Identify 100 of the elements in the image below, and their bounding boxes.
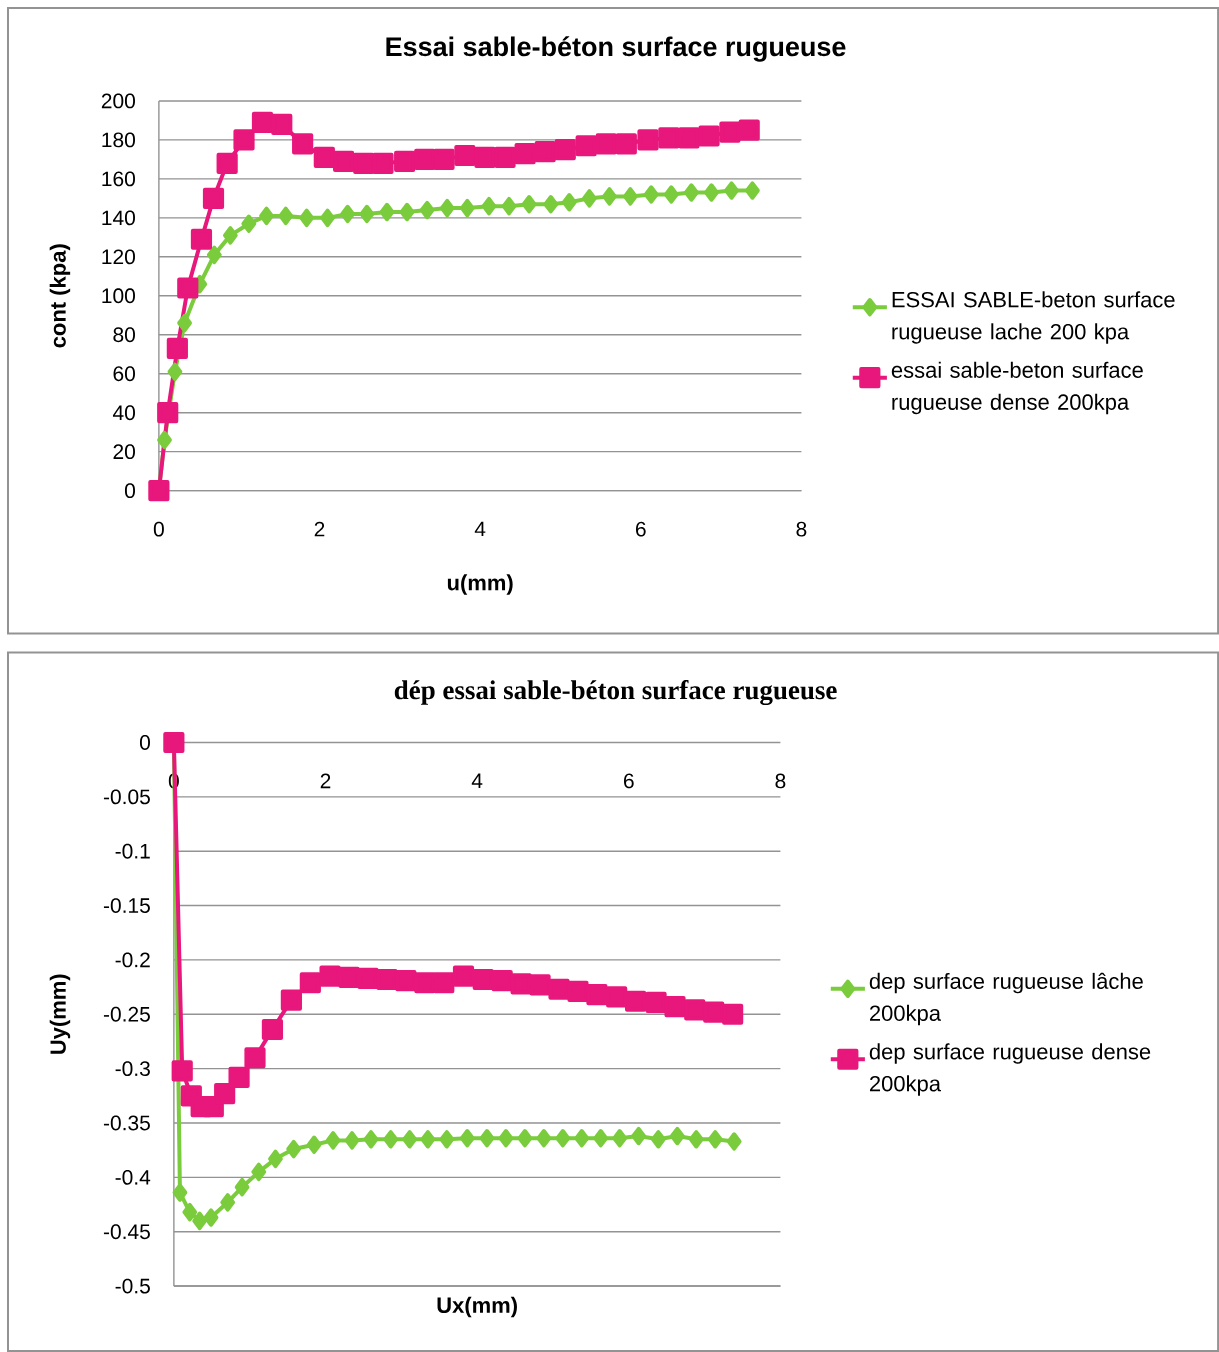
point (678, 127, 700, 149)
point (664, 996, 686, 1018)
point (167, 362, 183, 381)
point (703, 1001, 725, 1023)
point (363, 1130, 379, 1149)
point (744, 181, 760, 200)
point (612, 1129, 628, 1148)
point (214, 1083, 236, 1105)
legend-label: dep surface rugueuse dense 200kpa (869, 1043, 1151, 1096)
point (514, 142, 536, 165)
point (650, 1130, 666, 1149)
x-axis-title: u(mm) (447, 574, 513, 595)
point (543, 195, 559, 214)
point (306, 1135, 322, 1154)
point (383, 1130, 399, 1149)
point (399, 202, 415, 222)
point (313, 146, 335, 169)
point (684, 999, 706, 1021)
y-tick-label: -0.05 (103, 789, 150, 805)
point (663, 185, 679, 204)
point (359, 204, 375, 224)
point (157, 430, 172, 450)
y-tick-label: 80 (113, 327, 135, 343)
point (414, 972, 436, 994)
point (292, 133, 314, 155)
point (372, 152, 394, 174)
point (452, 965, 475, 987)
point (171, 1060, 193, 1082)
y-tick-label: -0.4 (115, 1169, 151, 1185)
point (261, 1018, 283, 1041)
point (172, 1183, 188, 1202)
point (615, 133, 637, 155)
point (454, 144, 476, 167)
point (251, 111, 274, 133)
point (521, 195, 537, 214)
y-tick-label: 100 (102, 288, 135, 304)
point (206, 245, 222, 265)
point (376, 968, 398, 991)
y-tick-label: -0.45 (103, 1224, 150, 1240)
y-tick-label: -0.5 (115, 1278, 150, 1294)
y-tick-label: -0.25 (103, 1006, 150, 1022)
y-tick-label: -0.35 (103, 1115, 150, 1131)
point (286, 1139, 302, 1159)
point (719, 121, 741, 143)
point (182, 1202, 198, 1222)
point (536, 1129, 552, 1148)
point (472, 968, 494, 991)
x-tick-label: 0 (153, 521, 164, 537)
y-tick-label: -0.1 (115, 843, 150, 859)
point (491, 969, 513, 992)
point (241, 214, 257, 233)
legend-label: essai sable-beton surface rugueuse dense 200kpa (891, 361, 1143, 415)
y-tick-label: 0 (124, 483, 135, 499)
point (379, 202, 395, 222)
point (344, 1131, 360, 1150)
point (192, 1211, 207, 1231)
point (402, 1130, 418, 1149)
point (622, 187, 638, 206)
point (595, 133, 617, 155)
x-tick-label: 2 (314, 521, 325, 537)
point (534, 141, 556, 163)
point (419, 200, 435, 220)
x-tick-label: 2 (320, 773, 331, 789)
point (554, 139, 576, 161)
point (683, 183, 699, 202)
point (567, 980, 589, 1003)
point (278, 206, 294, 226)
x-tick-label: 6 (623, 773, 634, 789)
point (157, 402, 179, 424)
point (299, 208, 315, 228)
y-tick-label: -0.3 (115, 1061, 150, 1077)
point (202, 187, 225, 209)
point (353, 152, 375, 174)
point (420, 1130, 436, 1149)
point (561, 193, 577, 212)
point (704, 183, 719, 202)
point (494, 146, 516, 169)
point (688, 1130, 704, 1149)
y-tick-label: 200 (101, 93, 135, 109)
point (606, 986, 628, 1008)
point (177, 277, 199, 299)
x-tick-label: 8 (775, 773, 786, 789)
point (395, 969, 417, 992)
point (658, 127, 680, 149)
point (268, 1149, 283, 1169)
x-tick-label: 8 (796, 521, 807, 537)
point (669, 1126, 685, 1146)
point (481, 196, 497, 216)
y-tick-label: 0 (139, 735, 150, 750)
y-tick-label: -0.2 (115, 952, 150, 968)
point (459, 198, 475, 218)
point (498, 1129, 514, 1148)
y-axis-title: cont (kpa) (49, 244, 71, 348)
point (575, 135, 597, 157)
point (707, 1130, 723, 1149)
point (220, 1193, 236, 1212)
y-tick-label: -0.15 (103, 898, 150, 913)
x-axis-title: Ux(mm) (437, 1296, 517, 1318)
point (340, 204, 355, 224)
y-tick-label: 40 (112, 405, 135, 421)
